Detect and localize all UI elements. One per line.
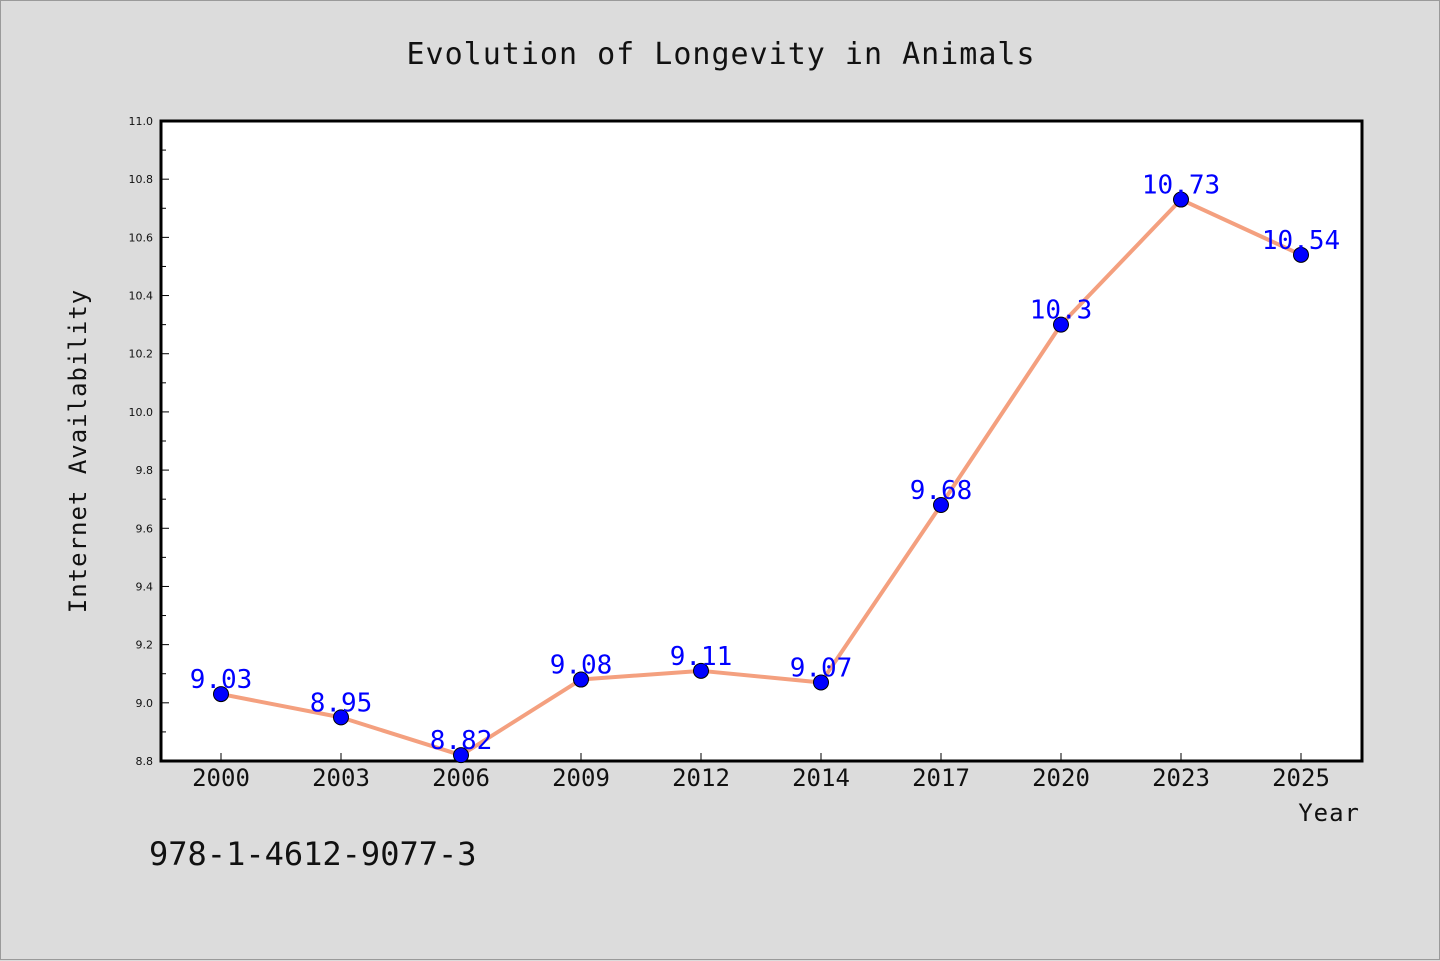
x-tick-label: 2003 xyxy=(312,764,370,792)
y-tick-label: 9.6 xyxy=(136,522,154,535)
x-tick-label: 2025 xyxy=(1272,764,1330,792)
data-label: 9.08 xyxy=(550,651,613,681)
data-point xyxy=(573,671,589,688)
y-tick-label: 9.4 xyxy=(136,580,154,593)
data-point xyxy=(933,497,949,513)
data-point xyxy=(333,709,349,726)
data-label: 10.73 xyxy=(1142,171,1220,201)
x-tick-label: 2012 xyxy=(672,764,730,792)
y-tick-label: 11.0 xyxy=(129,115,154,128)
x-axis: 2000 2003 2006 2009 2012 2014 2017 2020 2023 2025 xyxy=(192,753,1330,792)
x-tick-label: 2000 xyxy=(192,764,250,792)
series-layer xyxy=(213,191,1309,764)
y-axis-label: Internet Availability xyxy=(64,289,92,613)
series-line xyxy=(220,197,1302,758)
data-label: 9.03 xyxy=(190,665,253,695)
data-point xyxy=(1293,246,1309,263)
y-tick-label: 9.0 xyxy=(136,697,154,710)
y-axis: 8.8 9.0 9.2 9.4 9.6 9.8 10.0 10.2 10.4 10.6 10.8 11… xyxy=(129,115,169,768)
data-label: 9.68 xyxy=(910,476,973,506)
x-tick-label: 2014 xyxy=(792,764,850,792)
data-point xyxy=(693,662,709,679)
y-tick-label: 10.0 xyxy=(129,406,154,419)
x-tick-label: 2023 xyxy=(1152,764,1210,792)
y-tick-label: 10.2 xyxy=(129,348,154,361)
y-tick-label: 10.6 xyxy=(129,231,154,244)
isbn-text: 978-1-4612-9077-3 xyxy=(149,835,477,873)
data-point xyxy=(813,674,829,691)
y-tick-label: 8.8 xyxy=(136,755,154,768)
x-tick-label: 2006 xyxy=(432,764,490,792)
x-tick-label: 2017 xyxy=(912,764,970,792)
data-point xyxy=(213,686,229,703)
data-label: 8.95 xyxy=(310,688,373,718)
data-label: 9.11 xyxy=(670,642,733,672)
y-tick-label: 10.8 xyxy=(129,173,154,186)
data-point xyxy=(453,747,469,764)
x-axis-label: Year xyxy=(1298,799,1360,827)
data-label: 10.54 xyxy=(1262,226,1340,256)
plot-area xyxy=(159,119,1364,763)
data-label: 8.82 xyxy=(430,726,493,756)
data-label: 10.3 xyxy=(1030,296,1093,326)
x-tick-label: 2009 xyxy=(552,764,610,792)
data-point xyxy=(1053,316,1069,333)
x-tick-label: 2020 xyxy=(1032,764,1090,792)
y-tick-label: 9.2 xyxy=(136,639,154,652)
data-label: 9.07 xyxy=(790,653,853,683)
chart-title: Evolution of Longevity in Animals xyxy=(406,37,1035,72)
data-labels: 9.03 8.95 8.82 9.08 9.11 9.07 9.68 10.3 10.73 10.… xyxy=(190,171,1340,757)
y-tick-label: 10.4 xyxy=(129,290,154,303)
y-tick-label: 9.8 xyxy=(136,464,154,477)
data-point xyxy=(1173,191,1189,208)
